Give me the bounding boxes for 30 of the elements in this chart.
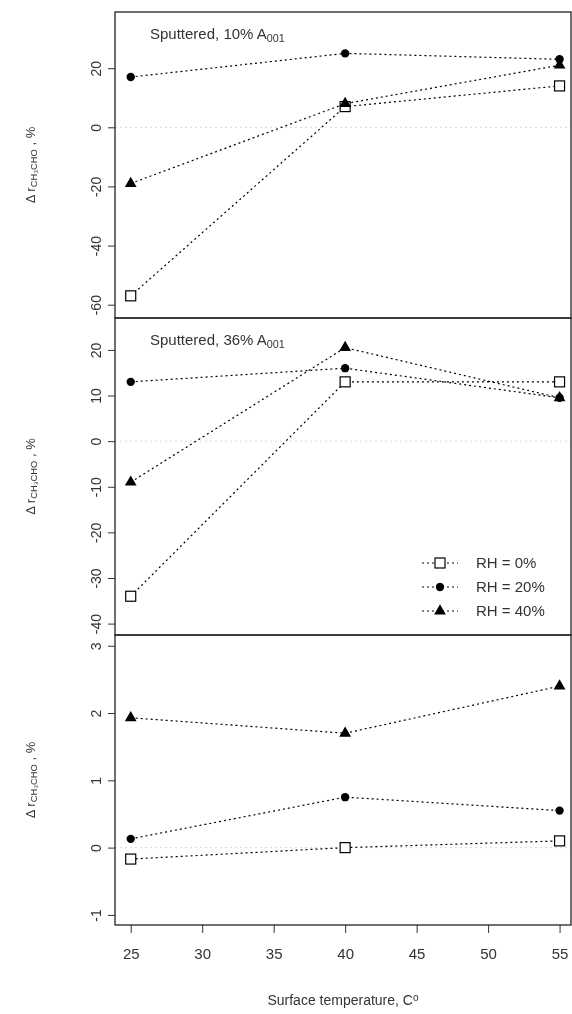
y-tick-label: -1 <box>88 908 104 922</box>
y-tick-label: 3 <box>88 642 104 651</box>
x-tick-label: 40 <box>337 944 354 962</box>
y-tick-label: -60 <box>88 294 104 316</box>
text: Sputtered, 10% A$_{001}$ <box>150 25 285 44</box>
y-tick-label: 0 <box>88 123 104 132</box>
y-tick-label: -20 <box>88 176 104 198</box>
legend-label: RH = 0% <box>476 554 537 571</box>
y-tick-label: 1 <box>88 776 104 785</box>
y-tick-label: -40 <box>88 235 104 257</box>
x-tick-label: 55 <box>551 944 569 962</box>
y-tick-label: -20 <box>88 522 104 543</box>
y-tick-label: 2 <box>88 709 104 718</box>
legend-label: RH = 40% <box>476 602 545 619</box>
x-tick-label: 30 <box>194 944 212 962</box>
y-tick-label: 0 <box>88 437 104 446</box>
y-tick-label: -40 <box>88 613 104 635</box>
x-axis-title: Surface temperature, C$^{o}$ <box>267 992 419 1008</box>
y-tick-label: 0 <box>88 844 104 853</box>
y-tick-label: 20 <box>88 60 104 77</box>
x-tick-label: 25 <box>122 944 140 962</box>
legend-label: RH = 20% <box>476 578 545 595</box>
y-tick-label: 20 <box>88 342 104 359</box>
x-tick-label: 35 <box>265 944 283 962</box>
x-tick-label: 50 <box>480 944 497 962</box>
x-tick-label: 45 <box>408 944 426 962</box>
y-tick-label: 10 <box>88 388 104 404</box>
y-tick-label: -30 <box>88 568 104 589</box>
text: Sputtered, 36% A$_{001}$ <box>150 331 285 350</box>
y-tick-label: -10 <box>88 476 104 498</box>
